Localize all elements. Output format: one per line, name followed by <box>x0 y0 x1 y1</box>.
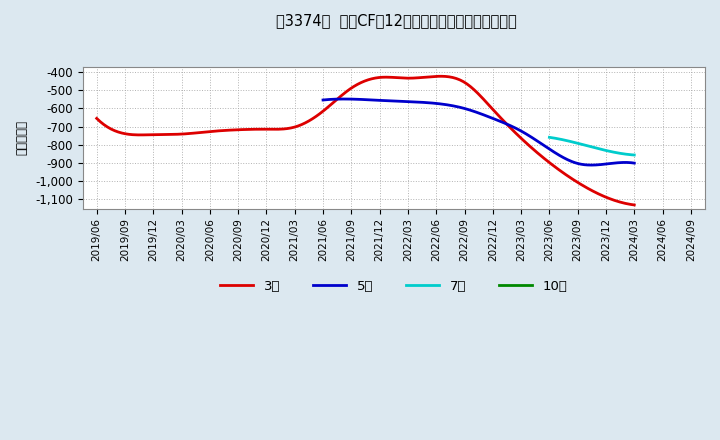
3年 <box>436 73 444 79</box>
3年 <box>92 116 101 121</box>
7年 <box>545 135 554 140</box>
5年 <box>504 122 513 128</box>
5年 <box>319 97 328 103</box>
Line: 7年: 7年 <box>549 137 634 155</box>
7年 <box>595 147 604 152</box>
3年 <box>421 74 430 80</box>
Y-axis label: （百万円）: （百万円） <box>15 120 28 155</box>
3年 <box>413 75 421 81</box>
3年 <box>94 117 103 123</box>
7年 <box>595 147 604 152</box>
Text: ［3374］  投資CFの12か月移動合計の平均値の推移: ［3374］ 投資CFの12か月移動合計の平均値の推移 <box>276 13 516 28</box>
7年 <box>597 147 606 152</box>
Legend: 3年, 5年, 7年, 10年: 3年, 5年, 7年, 10年 <box>215 275 573 298</box>
5年 <box>630 161 639 166</box>
7年 <box>545 135 554 140</box>
3年 <box>630 202 639 208</box>
Line: 5年: 5年 <box>323 99 634 165</box>
5年 <box>510 125 519 130</box>
5年 <box>603 161 611 166</box>
5年 <box>505 123 513 128</box>
7年 <box>616 151 625 156</box>
7年 <box>630 152 639 158</box>
5年 <box>582 162 590 168</box>
5年 <box>320 97 328 103</box>
7年 <box>622 152 631 157</box>
5年 <box>340 96 348 102</box>
3年 <box>582 184 590 190</box>
3年 <box>410 75 419 81</box>
3年 <box>547 161 556 167</box>
5年 <box>588 162 596 168</box>
Line: 3年: 3年 <box>96 76 634 205</box>
